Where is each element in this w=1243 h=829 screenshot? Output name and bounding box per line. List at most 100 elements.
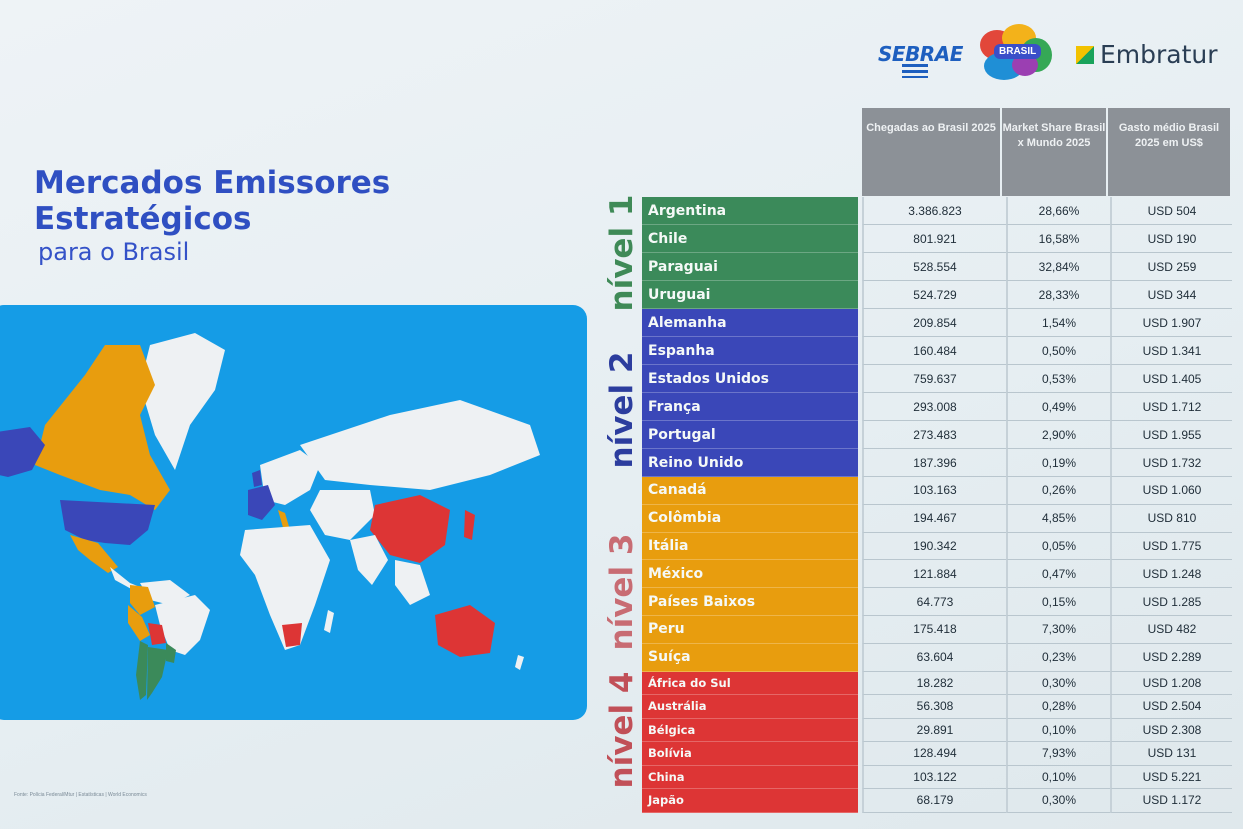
level-4-label: nível 4 bbox=[604, 671, 640, 789]
europe-level2-shape bbox=[248, 485, 275, 520]
country-name: Espanha bbox=[642, 337, 858, 365]
market-share-cell: 0,10% bbox=[1006, 765, 1110, 790]
avg-spend-cell: USD 1.955 bbox=[1110, 421, 1232, 449]
arrivals-cell: 64.773 bbox=[862, 588, 1006, 616]
country-name: Países Baixos bbox=[642, 588, 858, 616]
arrivals-cell: 3.386.823 bbox=[862, 197, 1006, 225]
arrivals-cell: 190.342 bbox=[862, 532, 1006, 561]
arrivals-cell: 187.396 bbox=[862, 449, 1006, 477]
country-name: Portugal bbox=[642, 421, 858, 449]
avg-spend-cell: USD 1.208 bbox=[1110, 671, 1232, 696]
central-america-shape bbox=[110, 567, 140, 591]
table-row: Espanha 160.484 0,50% USD 1.341 bbox=[642, 337, 1232, 365]
brasil-logo-text: BRASIL bbox=[994, 44, 1042, 59]
avg-spend-cell: USD 131 bbox=[1110, 742, 1232, 766]
table-row: Bélgica 29.891 0,10% USD 2.308 bbox=[642, 718, 1232, 743]
sebrae-bars-icon bbox=[902, 64, 928, 78]
avg-spend-cell: USD 344 bbox=[1110, 281, 1232, 309]
country-name: Bélgica bbox=[642, 718, 858, 743]
greenland-shape bbox=[140, 333, 225, 470]
country-name: Argentina bbox=[642, 197, 858, 225]
level-1-label: nível 1 bbox=[604, 194, 640, 312]
market-share-cell: 0,19% bbox=[1006, 449, 1110, 477]
avg-spend-cell: USD 1.732 bbox=[1110, 449, 1232, 477]
avg-spend-cell: USD 1.248 bbox=[1110, 560, 1232, 589]
avg-spend-cell: USD 1.712 bbox=[1110, 393, 1232, 421]
market-share-cell: 7,93% bbox=[1006, 742, 1110, 766]
country-name: Suíça bbox=[642, 643, 858, 672]
table-row: África do Sul 18.282 0,30% USD 1.208 bbox=[642, 671, 1232, 696]
avg-spend-cell: USD 2.289 bbox=[1110, 643, 1232, 672]
arrivals-cell: 528.554 bbox=[862, 253, 1006, 281]
country-name: França bbox=[642, 393, 858, 421]
avg-spend-cell: USD 2.504 bbox=[1110, 695, 1232, 719]
market-share-cell: 1,54% bbox=[1006, 309, 1110, 337]
market-share-cell: 0,10% bbox=[1006, 718, 1110, 743]
russia-shape bbox=[300, 400, 540, 490]
slide-title: Mercados Emissores Estratégicos para o B… bbox=[34, 165, 390, 267]
embratur-logo: Embratur bbox=[1076, 40, 1218, 69]
avg-spend-cell: USD 1.341 bbox=[1110, 337, 1232, 365]
brazil-shape bbox=[155, 595, 210, 655]
table-row: Canadá 103.163 0,26% USD 1.060 bbox=[642, 477, 1232, 505]
avg-spend-cell: USD 482 bbox=[1110, 616, 1232, 644]
venezuela-shape bbox=[140, 580, 190, 605]
country-name: China bbox=[642, 765, 858, 790]
level-3-label: nível 3 bbox=[604, 533, 640, 651]
title-line-2: Estratégicos bbox=[34, 201, 252, 237]
avg-spend-cell: USD 810 bbox=[1110, 504, 1232, 533]
alaska-shape bbox=[0, 427, 45, 477]
market-share-cell: 0,05% bbox=[1006, 532, 1110, 561]
arrivals-cell: 103.163 bbox=[862, 477, 1006, 505]
avg-spend-cell: USD 190 bbox=[1110, 225, 1232, 253]
table-row: Austrália 56.308 0,28% USD 2.504 bbox=[642, 695, 1232, 719]
table-row: Portugal 273.483 2,90% USD 1.955 bbox=[642, 421, 1232, 449]
country-name: Alemanha bbox=[642, 309, 858, 337]
country-name: África do Sul bbox=[642, 671, 858, 696]
table-row: Itália 190.342 0,05% USD 1.775 bbox=[642, 532, 1232, 561]
table-row: Uruguai 524.729 28,33% USD 344 bbox=[642, 281, 1232, 309]
embratur-mark-icon bbox=[1076, 46, 1094, 64]
avg-spend-cell: USD 1.405 bbox=[1110, 365, 1232, 393]
col-header-arrivals: Chegadas ao Brasil 2025 bbox=[862, 108, 1000, 196]
embratur-logo-text: Embratur bbox=[1100, 40, 1218, 69]
market-share-cell: 0,15% bbox=[1006, 588, 1110, 616]
paraguay-uruguay-shape bbox=[166, 643, 176, 663]
table-row: Reino Unido 187.396 0,19% USD 1.732 bbox=[642, 449, 1232, 477]
table-row: Argentina 3.386.823 28,66% USD 504 bbox=[642, 197, 1232, 225]
market-share-cell: 7,30% bbox=[1006, 616, 1110, 644]
title-line-1: Mercados Emissores bbox=[34, 165, 391, 201]
avg-spend-cell: USD 1.060 bbox=[1110, 477, 1232, 505]
country-name: Estados Unidos bbox=[642, 365, 858, 393]
nz-shape bbox=[515, 655, 524, 670]
avg-spend-cell: USD 259 bbox=[1110, 253, 1232, 281]
level-2-label: nível 2 bbox=[604, 351, 640, 469]
arrivals-cell: 524.729 bbox=[862, 281, 1006, 309]
table-row: França 293.008 0,49% USD 1.712 bbox=[642, 393, 1232, 421]
market-share-cell: 0,49% bbox=[1006, 393, 1110, 421]
col-header-market-share: Market Share Brasil x Mundo 2025 bbox=[1002, 108, 1106, 196]
arrivals-cell: 29.891 bbox=[862, 718, 1006, 743]
country-name: Paraguai bbox=[642, 253, 858, 281]
italy-shape bbox=[278, 510, 290, 531]
market-share-cell: 0,47% bbox=[1006, 560, 1110, 589]
table-row: México 121.884 0,47% USD 1.248 bbox=[642, 560, 1232, 589]
arrivals-cell: 759.637 bbox=[862, 365, 1006, 393]
table-row: Suíça 63.604 0,23% USD 2.289 bbox=[642, 643, 1232, 672]
asia-shape bbox=[310, 490, 375, 540]
market-share-cell: 28,33% bbox=[1006, 281, 1110, 309]
country-name: Japão bbox=[642, 789, 858, 813]
avg-spend-cell: USD 2.308 bbox=[1110, 718, 1232, 743]
arrivals-cell: 18.282 bbox=[862, 671, 1006, 696]
market-share-cell: 0,50% bbox=[1006, 337, 1110, 365]
title-line-3: para o Brasil bbox=[38, 238, 190, 266]
peru-shape bbox=[128, 605, 150, 641]
india-shape bbox=[350, 535, 388, 585]
market-share-cell: 0,26% bbox=[1006, 477, 1110, 505]
market-share-cell: 28,66% bbox=[1006, 197, 1110, 225]
world-map-graphic bbox=[0, 333, 540, 700]
arrivals-cell: 68.179 bbox=[862, 789, 1006, 813]
china-shape bbox=[370, 495, 450, 563]
avg-spend-cell: USD 1.775 bbox=[1110, 532, 1232, 561]
brasil-logo: BRASIL bbox=[976, 24, 1056, 82]
